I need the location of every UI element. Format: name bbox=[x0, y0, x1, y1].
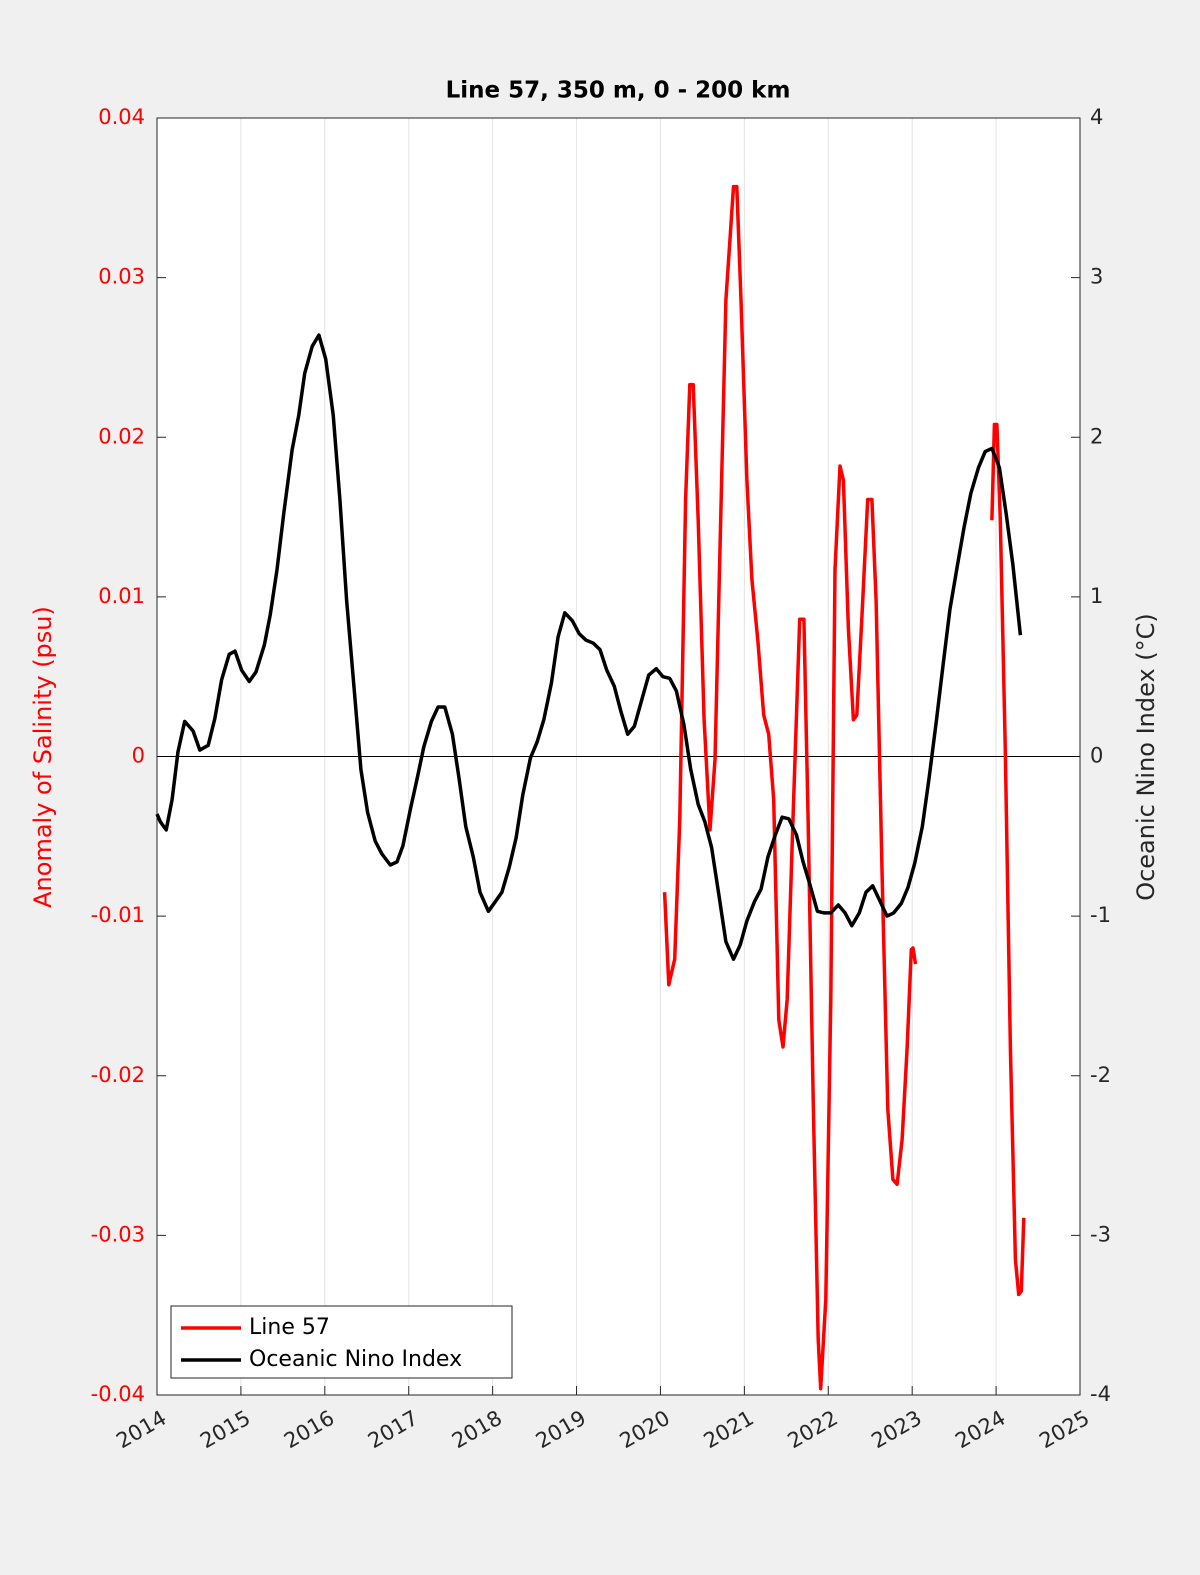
y-tick-label: 0.01 bbox=[98, 584, 145, 608]
legend-box bbox=[170, 1305, 513, 1379]
y2-axis-label: Oceanic Nino Index (°C) bbox=[1132, 613, 1160, 901]
series-line bbox=[155, 333, 1023, 961]
y2-tick-label: -1 bbox=[1090, 903, 1111, 927]
x-tick-label: 2025 bbox=[1035, 1406, 1093, 1454]
x-tick-label: 2023 bbox=[867, 1406, 925, 1454]
chart-title: Line 57, 350 m, 0 - 200 km bbox=[446, 78, 791, 104]
y-tick-label: -0.01 bbox=[91, 903, 145, 927]
y-tick-label: -0.04 bbox=[91, 1382, 145, 1406]
x-tick-label: 2021 bbox=[700, 1406, 758, 1454]
y-tick-label: -0.03 bbox=[91, 1222, 145, 1246]
y-tick-label: 0.02 bbox=[98, 424, 145, 448]
x-tick-label: 2020 bbox=[616, 1406, 674, 1454]
y2-tick-label: 3 bbox=[1090, 265, 1103, 289]
x-tick-label: 2022 bbox=[783, 1406, 841, 1454]
y2-tick-label: 2 bbox=[1090, 424, 1103, 448]
y-tick-label: 0.04 bbox=[98, 105, 145, 129]
legend-label: Line 57 bbox=[249, 1315, 330, 1340]
x-tick-label: 2018 bbox=[448, 1406, 506, 1454]
x-tick-label: 2017 bbox=[364, 1406, 422, 1454]
y2-tick-label: -4 bbox=[1090, 1382, 1111, 1406]
legend-label: Oceanic Nino Index bbox=[249, 1347, 462, 1372]
x-tick-label: 2024 bbox=[951, 1406, 1009, 1454]
y2-tick-label: 1 bbox=[1090, 584, 1103, 608]
axes-box bbox=[156, 117, 1081, 1396]
x-tick-label: 2016 bbox=[280, 1406, 338, 1454]
y-axis-label: Anomaly of Salinity (psu) bbox=[29, 606, 57, 908]
y2-tick-label: -2 bbox=[1090, 1063, 1111, 1087]
x-tick-label: 2014 bbox=[112, 1406, 170, 1454]
y-tick-label: -0.02 bbox=[91, 1063, 145, 1087]
x-tick-label: 2015 bbox=[196, 1406, 254, 1454]
y2-tick-label: -3 bbox=[1090, 1222, 1111, 1246]
x-tick-label: 2019 bbox=[532, 1406, 590, 1454]
series-line bbox=[662, 184, 1026, 1391]
y-tick-label: 0 bbox=[132, 744, 145, 768]
y-tick-label: 0.03 bbox=[98, 265, 145, 289]
y2-tick-label: 0 bbox=[1090, 744, 1103, 768]
y2-tick-label: 4 bbox=[1090, 105, 1103, 129]
